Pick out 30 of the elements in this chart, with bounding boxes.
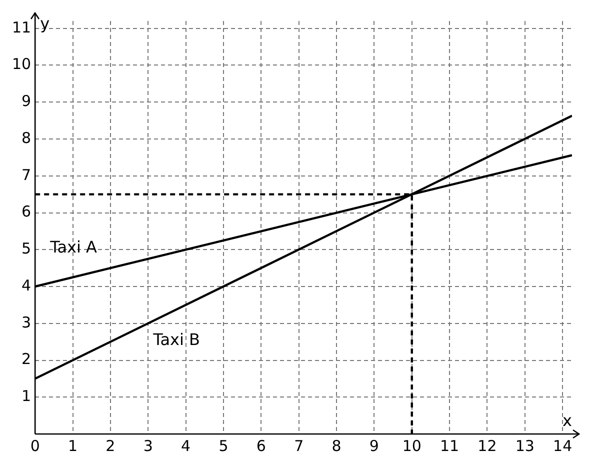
- y-tick-label: 8: [22, 128, 32, 147]
- x-tick-label: 11: [440, 436, 460, 455]
- x-tick-label: 14: [553, 436, 572, 455]
- x-tick-label: 1: [68, 436, 78, 455]
- x-tick-label: 8: [332, 436, 342, 455]
- y-axis-title: y: [40, 14, 50, 34]
- y-tick-label: 9: [22, 92, 32, 110]
- x-axis-title: x: [562, 411, 572, 430]
- y-tick-label: 4: [22, 276, 32, 294]
- y-tick-label: 7: [22, 166, 32, 184]
- y-tick-label: 2: [22, 350, 32, 368]
- x-tick-label: 10: [402, 436, 422, 455]
- x-tick-label: 0: [30, 436, 40, 455]
- x-tick-label: 12: [478, 436, 497, 455]
- y-tick-label: 11: [12, 18, 32, 36]
- y-tick-label: 5: [22, 240, 32, 258]
- x-tick-label: 13: [515, 436, 534, 455]
- series-label: Taxi A: [49, 238, 98, 257]
- y-tick-label: 1: [22, 387, 32, 406]
- series-label: Taxi B: [152, 330, 200, 349]
- x-tick-label: 6: [256, 436, 266, 455]
- x-tick-label: 3: [143, 436, 153, 455]
- x-tick-label: 4: [181, 436, 191, 455]
- x-tick-label: 7: [294, 436, 304, 455]
- x-tick-label: 9: [369, 436, 379, 455]
- y-tick-label: 3: [22, 313, 32, 332]
- y-tick-label: 10: [12, 55, 32, 74]
- x-tick-label: 2: [106, 436, 116, 455]
- y-tick-label: 6: [22, 202, 32, 221]
- x-tick-label: 5: [218, 436, 228, 455]
